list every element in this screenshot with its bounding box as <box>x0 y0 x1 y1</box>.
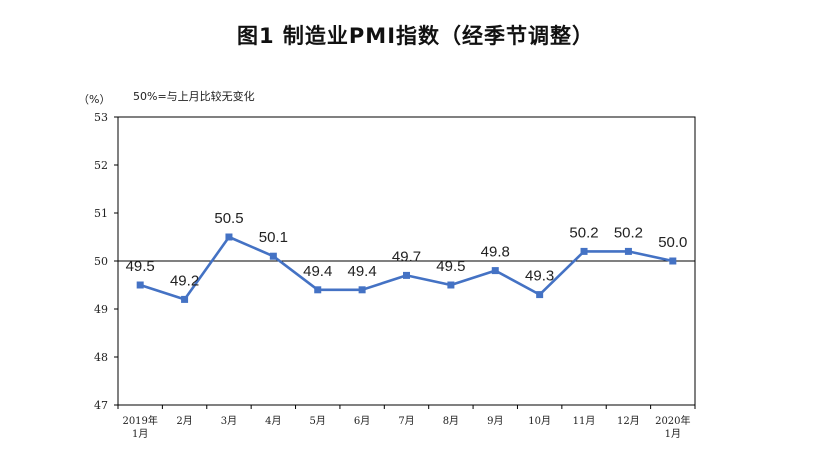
data-point <box>669 257 677 265</box>
data-label: 49.2 <box>170 272 199 289</box>
x-tick-label: 10月 <box>528 415 551 427</box>
data-label: 49.5 <box>436 258 465 275</box>
x-tick-label: 2020年 1月 <box>655 414 690 440</box>
data-point <box>269 252 277 260</box>
y-tick-label: 50 <box>94 255 108 268</box>
x-tick-label: 4月 <box>265 415 281 427</box>
data-label: 49.5 <box>126 258 155 275</box>
series-line <box>139 235 674 301</box>
data-label: 49.3 <box>525 268 554 285</box>
data-label: 49.4 <box>348 263 377 280</box>
reference-note: 50%=与上月比较无变化 <box>133 89 255 103</box>
data-point <box>447 281 455 289</box>
x-tick-label: 11月 <box>573 415 596 427</box>
data-point <box>358 286 366 294</box>
data-point <box>181 295 189 303</box>
chart-title: 图1 制造业PMI指数（经季节调整） <box>236 24 595 48</box>
data-label: 49.4 <box>303 263 332 280</box>
y-tick-label: 47 <box>94 399 108 412</box>
data-label: 49.8 <box>481 244 510 261</box>
data-point <box>403 271 410 279</box>
y-tick-label: 53 <box>94 111 108 124</box>
y-tick-label: 51 <box>94 207 108 220</box>
x-tick-label: 2019年 1月 <box>122 414 157 440</box>
data-point <box>536 291 544 299</box>
data-label: 50.5 <box>214 210 243 227</box>
x-tick-label: 2月 <box>176 415 192 427</box>
x-tick-label: 8月 <box>443 415 459 427</box>
y-tick-label: 49 <box>94 303 108 316</box>
data-point <box>314 286 322 294</box>
data-label: 50.0 <box>658 234 687 251</box>
data-label: 49.7 <box>392 248 421 265</box>
y-unit-label: （%） <box>78 93 110 106</box>
x-tick-label: 7月 <box>398 415 414 427</box>
data-label: 50.1 <box>259 229 288 246</box>
x-tick-label: 6月 <box>354 415 370 427</box>
data-point <box>491 267 499 275</box>
data-point <box>624 247 632 255</box>
x-tick-label: 9月 <box>487 415 503 427</box>
data-point <box>136 281 144 289</box>
y-tick-label: 48 <box>94 351 108 364</box>
x-tick-label: 12月 <box>617 415 640 427</box>
data-point <box>225 233 233 241</box>
data-label: 50.2 <box>569 224 598 241</box>
data-point <box>580 247 588 255</box>
data-label: 50.2 <box>614 224 643 241</box>
x-tick-label: 3月 <box>221 415 237 427</box>
y-tick-label: 52 <box>94 159 108 172</box>
x-tick-label: 5月 <box>310 415 326 427</box>
